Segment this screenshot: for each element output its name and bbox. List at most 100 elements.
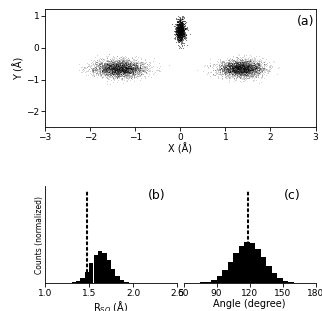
- Point: [218, 67, 223, 72]
- Point: [175, 25, 181, 30]
- Point: [250, 64, 255, 69]
- Point: [109, 70, 114, 75]
- Point: [125, 69, 130, 74]
- Point: [99, 67, 104, 72]
- Point: [111, 71, 116, 76]
- Point: [232, 64, 237, 69]
- Point: [128, 68, 133, 73]
- Point: [121, 70, 126, 75]
- Point: [117, 69, 122, 74]
- Point: [152, 70, 157, 75]
- Point: [110, 64, 116, 69]
- Point: [243, 60, 249, 65]
- Point: [249, 63, 254, 68]
- Point: [132, 65, 137, 70]
- Point: [228, 72, 233, 77]
- Point: [107, 63, 112, 68]
- Point: [104, 66, 109, 71]
- Point: [121, 71, 127, 76]
- Point: [126, 61, 131, 66]
- Point: [237, 69, 242, 74]
- Point: [175, 25, 180, 30]
- Point: [176, 35, 181, 39]
- Point: [254, 66, 259, 71]
- Point: [238, 68, 243, 73]
- Point: [128, 60, 133, 65]
- Point: [245, 60, 251, 65]
- Point: [251, 62, 256, 67]
- Point: [85, 64, 90, 69]
- Point: [104, 63, 109, 68]
- Point: [255, 64, 260, 69]
- Point: [176, 30, 182, 35]
- Point: [246, 63, 251, 68]
- Point: [233, 64, 238, 69]
- Point: [122, 67, 128, 72]
- Point: [118, 69, 123, 74]
- Point: [103, 62, 108, 67]
- Point: [248, 74, 253, 79]
- Point: [246, 68, 251, 73]
- Point: [236, 66, 241, 71]
- Point: [141, 63, 146, 68]
- Point: [135, 63, 140, 68]
- Point: [114, 62, 119, 67]
- Point: [120, 57, 125, 62]
- Point: [233, 65, 238, 70]
- Point: [232, 61, 237, 66]
- Point: [224, 65, 229, 70]
- Point: [126, 64, 131, 69]
- Point: [106, 64, 111, 69]
- Point: [246, 70, 251, 75]
- Point: [177, 27, 183, 32]
- Point: [90, 69, 96, 74]
- Point: [175, 42, 180, 47]
- Point: [92, 73, 97, 78]
- Point: [97, 68, 102, 73]
- Point: [232, 63, 237, 68]
- Point: [227, 68, 232, 73]
- Point: [177, 24, 183, 29]
- Point: [122, 73, 127, 78]
- Point: [178, 15, 183, 20]
- Point: [244, 70, 249, 75]
- Point: [237, 72, 242, 77]
- Point: [255, 73, 260, 78]
- Point: [179, 21, 184, 26]
- Point: [146, 63, 151, 68]
- Point: [123, 75, 128, 80]
- Point: [122, 68, 128, 73]
- Point: [136, 71, 141, 76]
- Point: [126, 72, 131, 77]
- Point: [241, 74, 246, 79]
- Point: [117, 69, 122, 74]
- Point: [236, 72, 242, 77]
- Point: [94, 62, 99, 67]
- Point: [125, 57, 130, 62]
- Point: [222, 67, 227, 72]
- Point: [240, 61, 245, 66]
- Point: [133, 62, 138, 67]
- Point: [101, 61, 106, 66]
- Point: [204, 63, 210, 68]
- Point: [234, 64, 240, 69]
- Point: [139, 65, 144, 70]
- Point: [134, 60, 139, 65]
- Point: [99, 68, 105, 73]
- Point: [233, 71, 238, 76]
- Point: [242, 58, 247, 63]
- Point: [102, 68, 108, 73]
- Point: [228, 66, 233, 71]
- Point: [138, 65, 143, 70]
- Point: [126, 59, 131, 64]
- Point: [241, 62, 246, 67]
- Point: [105, 54, 110, 59]
- Point: [249, 68, 254, 73]
- Point: [125, 66, 130, 71]
- Point: [123, 72, 128, 77]
- Point: [77, 61, 82, 66]
- Point: [236, 65, 241, 70]
- Point: [131, 62, 136, 67]
- Point: [233, 62, 238, 67]
- Point: [120, 67, 125, 72]
